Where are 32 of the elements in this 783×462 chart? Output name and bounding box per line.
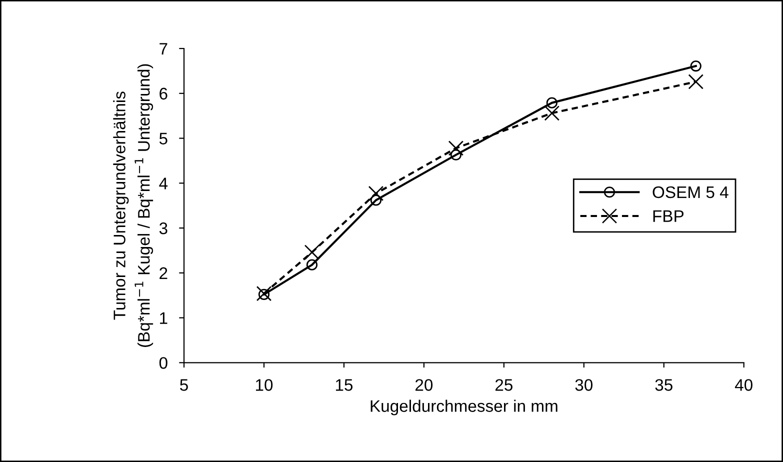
y-tick-label: 5 bbox=[159, 132, 168, 144]
point bbox=[450, 149, 462, 160]
x-tick-label: 5 bbox=[180, 379, 188, 391]
y-tick-label: 7 bbox=[160, 43, 168, 55]
point bbox=[304, 244, 320, 260]
y-tick-label: 0 bbox=[159, 357, 168, 369]
x-tick-label: 35 bbox=[655, 379, 672, 391]
point bbox=[370, 194, 382, 206]
x-tick-label: 40 bbox=[734, 379, 752, 391]
x-axis-title: Kugeldurchmesser in mm bbox=[370, 400, 558, 416]
x-tick-label: 10 bbox=[256, 379, 273, 391]
point bbox=[544, 106, 560, 121]
point bbox=[690, 60, 702, 72]
legend-label: FBP bbox=[653, 210, 684, 222]
point bbox=[688, 74, 704, 90]
point bbox=[546, 97, 558, 108]
point bbox=[258, 288, 270, 300]
point bbox=[368, 186, 384, 202]
x-tick-label: 15 bbox=[336, 379, 353, 391]
point bbox=[256, 286, 272, 302]
point bbox=[306, 259, 318, 270]
legend-label: OSEM 5 4 bbox=[652, 186, 728, 198]
y-tick-label: 4 bbox=[159, 178, 168, 190]
x-tick-label: 25 bbox=[495, 379, 512, 391]
x-tick-label: 20 bbox=[416, 379, 433, 391]
y-tick-label: 3 bbox=[159, 222, 168, 234]
y-tick-label: 2 bbox=[160, 267, 168, 279]
x-tick-label: 30 bbox=[575, 379, 593, 391]
y-axis-title: Tumor zu Untergrundverhältnis (Bq*ml$^{−1}$ Kugel / Bq*ml$^{−1}$ Untergrund) bbox=[113, 64, 154, 347]
point bbox=[448, 140, 464, 156]
y-tick-label: 1 bbox=[160, 312, 168, 324]
y-tick-label: 6 bbox=[160, 88, 168, 100]
